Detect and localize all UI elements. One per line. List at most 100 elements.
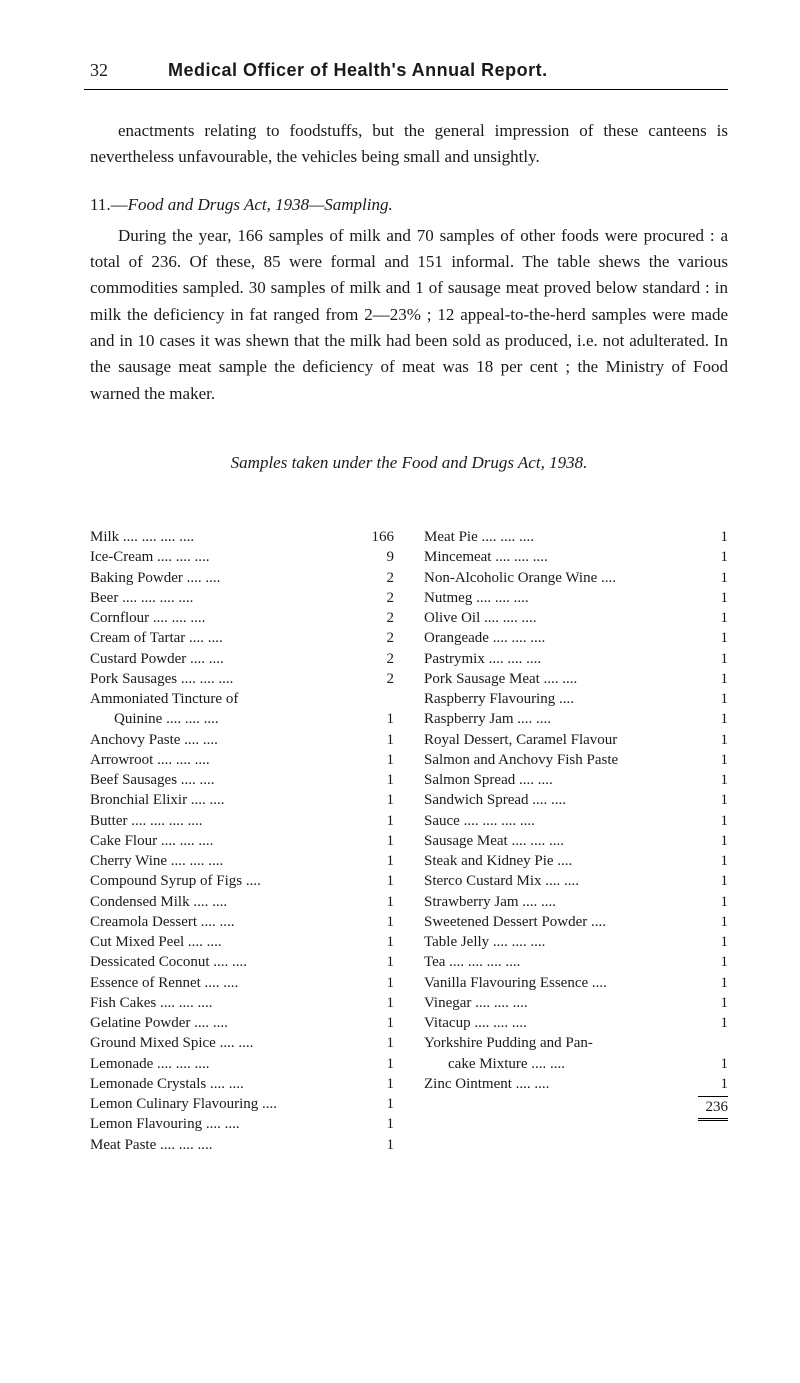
item-label: Olive Oil .... .... ....	[424, 608, 698, 628]
item-value: 1	[698, 1054, 728, 1074]
item-label: Fish Cakes .... .... ....	[90, 993, 364, 1013]
item-label: Pork Sausage Meat .... ....	[424, 669, 698, 689]
item-label: Raspberry Jam .... ....	[424, 709, 698, 729]
table-row: Quinine .... .... ....1	[90, 709, 394, 729]
table-row: Ammoniated Tincture of	[90, 689, 394, 709]
item-value: 1	[364, 1114, 394, 1134]
item-value: 1	[698, 588, 728, 608]
item-value: 1	[698, 547, 728, 567]
table-row: Mincemeat .... .... ....1	[424, 547, 728, 567]
item-label: Strawberry Jam .... ....	[424, 892, 698, 912]
item-value: 1	[364, 851, 394, 871]
item-label: Pork Sausages .... .... ....	[90, 669, 364, 689]
table-row: Condensed Milk .... ....1	[90, 892, 394, 912]
item-label: Arrowroot .... .... ....	[90, 750, 364, 770]
table-row: Lemonade Crystals .... ....1	[90, 1074, 394, 1094]
item-value: 1	[698, 750, 728, 770]
item-value: 1	[364, 932, 394, 952]
total-rule-top	[698, 1096, 728, 1097]
item-value: 1	[698, 730, 728, 750]
table-row: Vanilla Flavouring Essence ....1	[424, 973, 728, 993]
table-row: Raspberry Flavouring ....1	[424, 689, 728, 709]
item-label: Custard Powder .... ....	[90, 649, 364, 669]
item-label: Sauce .... .... .... ....	[424, 811, 698, 831]
item-value: 1	[698, 770, 728, 790]
item-label: Dessicated Coconut .... ....	[90, 952, 364, 972]
item-value: 1	[364, 1013, 394, 1033]
item-label: cake Mixture .... ....	[424, 1054, 698, 1074]
item-value: 1	[698, 993, 728, 1013]
item-label: Non-Alcoholic Orange Wine ....	[424, 568, 698, 588]
table-row: Cake Flour .... .... ....1	[90, 831, 394, 851]
item-value: 166	[360, 527, 395, 547]
item-label: Vinegar .... .... ....	[424, 993, 698, 1013]
table-row: Vitacup .... .... ....1	[424, 1013, 728, 1033]
item-label: Anchovy Paste .... ....	[90, 730, 364, 750]
item-label: Yorkshire Pudding and Pan-	[424, 1033, 698, 1053]
item-label: Ground Mixed Spice .... ....	[90, 1033, 364, 1053]
item-label: Cream of Tartar .... ....	[90, 628, 364, 648]
item-value: 1	[364, 1135, 394, 1155]
item-value: 1	[364, 892, 394, 912]
item-label: Condensed Milk .... ....	[90, 892, 364, 912]
table-row: Compound Syrup of Figs ....1	[90, 871, 394, 891]
table-row: Pastrymix .... .... ....1	[424, 649, 728, 669]
table-row: Orangeade .... .... ....1	[424, 628, 728, 648]
item-label: Lemonade .... .... ....	[90, 1054, 364, 1074]
table-row: Dessicated Coconut .... ....1	[90, 952, 394, 972]
item-label: Essence of Rennet .... ....	[90, 973, 364, 993]
item-label: Vanilla Flavouring Essence ....	[424, 973, 698, 993]
table-row: Fish Cakes .... .... ....1	[90, 993, 394, 1013]
table-row: Sterco Custard Mix .... ....1	[424, 871, 728, 891]
total-value: 236	[706, 1099, 729, 1116]
table-row: Olive Oil .... .... ....1	[424, 608, 728, 628]
total-rule-bottom	[698, 1118, 728, 1121]
item-label: Lemonade Crystals .... ....	[90, 1074, 364, 1094]
table-row: Lemon Flavouring .... ....1	[90, 1114, 394, 1134]
item-label: Butter .... .... .... ....	[90, 811, 364, 831]
item-value: 1	[364, 973, 394, 993]
table-row: Strawberry Jam .... ....1	[424, 892, 728, 912]
item-value: 1	[698, 689, 728, 709]
item-value: 1	[364, 1033, 394, 1053]
item-label: Table Jelly .... .... ....	[424, 932, 698, 952]
item-value: 1	[364, 831, 394, 851]
item-value: 1	[698, 811, 728, 831]
table-row: Lemon Culinary Flavouring ....1	[90, 1094, 394, 1114]
table-row: Table Jelly .... .... ....1	[424, 932, 728, 952]
total-row: 236	[424, 1099, 728, 1116]
table-row: Salmon Spread .... ....1	[424, 770, 728, 790]
item-value: 1	[364, 952, 394, 972]
table-row: Zinc Ointment .... ....1	[424, 1074, 728, 1094]
section-heading: 11.— Food and Drugs Act, 1938—Sampling.	[90, 195, 728, 215]
table-row: Sausage Meat .... .... ....1	[424, 831, 728, 851]
section-title: Food and Drugs Act, 1938—Sampling.	[128, 195, 393, 215]
item-value: 1	[364, 750, 394, 770]
item-value: 1	[698, 628, 728, 648]
item-value: 1	[698, 1013, 728, 1033]
item-label: Meat Pie .... .... ....	[424, 527, 698, 547]
table-row: Raspberry Jam .... ....1	[424, 709, 728, 729]
table-row: Ground Mixed Spice .... ....1	[90, 1033, 394, 1053]
item-value: 1	[698, 790, 728, 810]
item-value: 1	[698, 932, 728, 952]
item-label: Lemon Culinary Flavouring ....	[90, 1094, 364, 1114]
item-label: Cornflour .... .... ....	[90, 608, 364, 628]
item-label: Milk .... .... .... ....	[90, 527, 360, 547]
item-label: Orangeade .... .... ....	[424, 628, 698, 648]
table-row: Tea .... .... .... ....1	[424, 952, 728, 972]
item-value: 1	[364, 1074, 394, 1094]
table-row: Sweetened Dessert Powder ....1	[424, 912, 728, 932]
item-label: Quinine .... .... ....	[90, 709, 364, 729]
table-row: Non-Alcoholic Orange Wine ....1	[424, 568, 728, 588]
table-row: Sandwich Spread .... ....1	[424, 790, 728, 810]
item-label: Mincemeat .... .... ....	[424, 547, 698, 567]
item-value: 1	[698, 831, 728, 851]
table-row: Cut Mixed Peel .... ....1	[90, 932, 394, 952]
item-value: 9	[364, 547, 394, 567]
header-rule	[84, 89, 728, 90]
table-row: Meat Paste .... .... ....1	[90, 1135, 394, 1155]
table-row: Milk .... .... .... ....166	[90, 527, 394, 547]
item-label: Meat Paste .... .... ....	[90, 1135, 364, 1155]
table-row: Butter .... .... .... ....1	[90, 811, 394, 831]
